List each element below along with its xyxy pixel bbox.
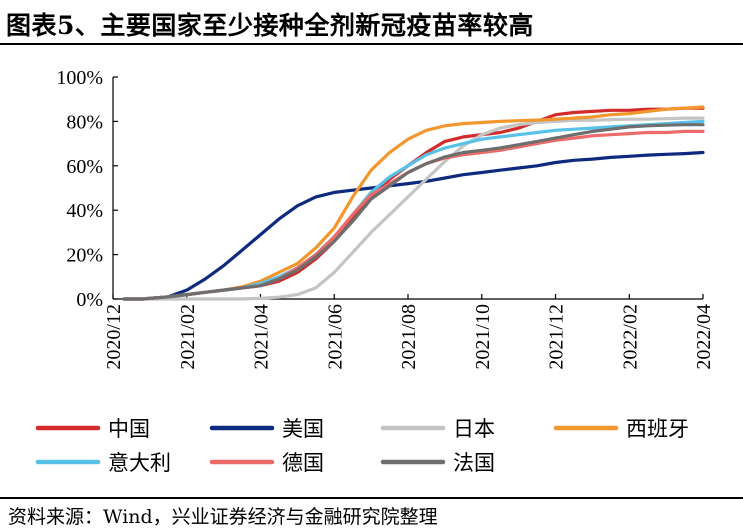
title-rule (0, 43, 743, 45)
legend-label: 德国 (282, 451, 324, 475)
y-tick-label: 40% (66, 200, 103, 222)
legend-label: 美国 (282, 417, 324, 441)
series-line-法国 (122, 123, 705, 301)
series-line-意大利 (122, 119, 705, 301)
chart-title: 图表5、主要国家至少接种全剂新冠疫苗率较高 (6, 11, 534, 40)
x-tick-label: 2021/02 (177, 304, 199, 370)
x-tick-label: 2022/02 (619, 304, 641, 370)
legend-label: 西班牙 (626, 417, 689, 441)
x-tick-label: 2021/04 (251, 304, 273, 370)
source-note: 资料来源：Wind，兴业证券经济与金融研究院整理 (8, 506, 438, 528)
series-line-日本 (122, 116, 705, 301)
axes: 0% 20% 40% 60% 80% 100% 2020/12 2021/02 2021/04 2… (56, 67, 715, 370)
y-tick-label: 0% (76, 289, 103, 311)
y-tick-label: 20% (66, 245, 103, 267)
y-tick-label: 100% (56, 67, 103, 89)
x-tick-label: 2021/12 (546, 304, 568, 370)
x-tick-label: 2021/10 (472, 304, 494, 370)
line-chart: 0% 20% 40% 60% 80% 100% 2020/12 2021/02 2021/04 2… (35, 67, 715, 475)
source-rule (0, 497, 743, 499)
series-line-美国 (122, 150, 705, 301)
legend-label: 法国 (453, 451, 495, 475)
x-tick-label: 2021/06 (324, 304, 346, 370)
x-tick-label: 2020/12 (103, 304, 125, 370)
y-tick-label: 80% (66, 111, 103, 133)
x-tick-label: 2021/08 (398, 304, 420, 370)
legend-label: 意大利 (108, 451, 171, 475)
x-tick-label: 2022/04 (693, 304, 715, 370)
legend-label: 日本 (453, 417, 495, 441)
series-lines (122, 105, 705, 301)
legend-label: 中国 (108, 417, 150, 441)
y-tick-label: 60% (66, 156, 103, 178)
